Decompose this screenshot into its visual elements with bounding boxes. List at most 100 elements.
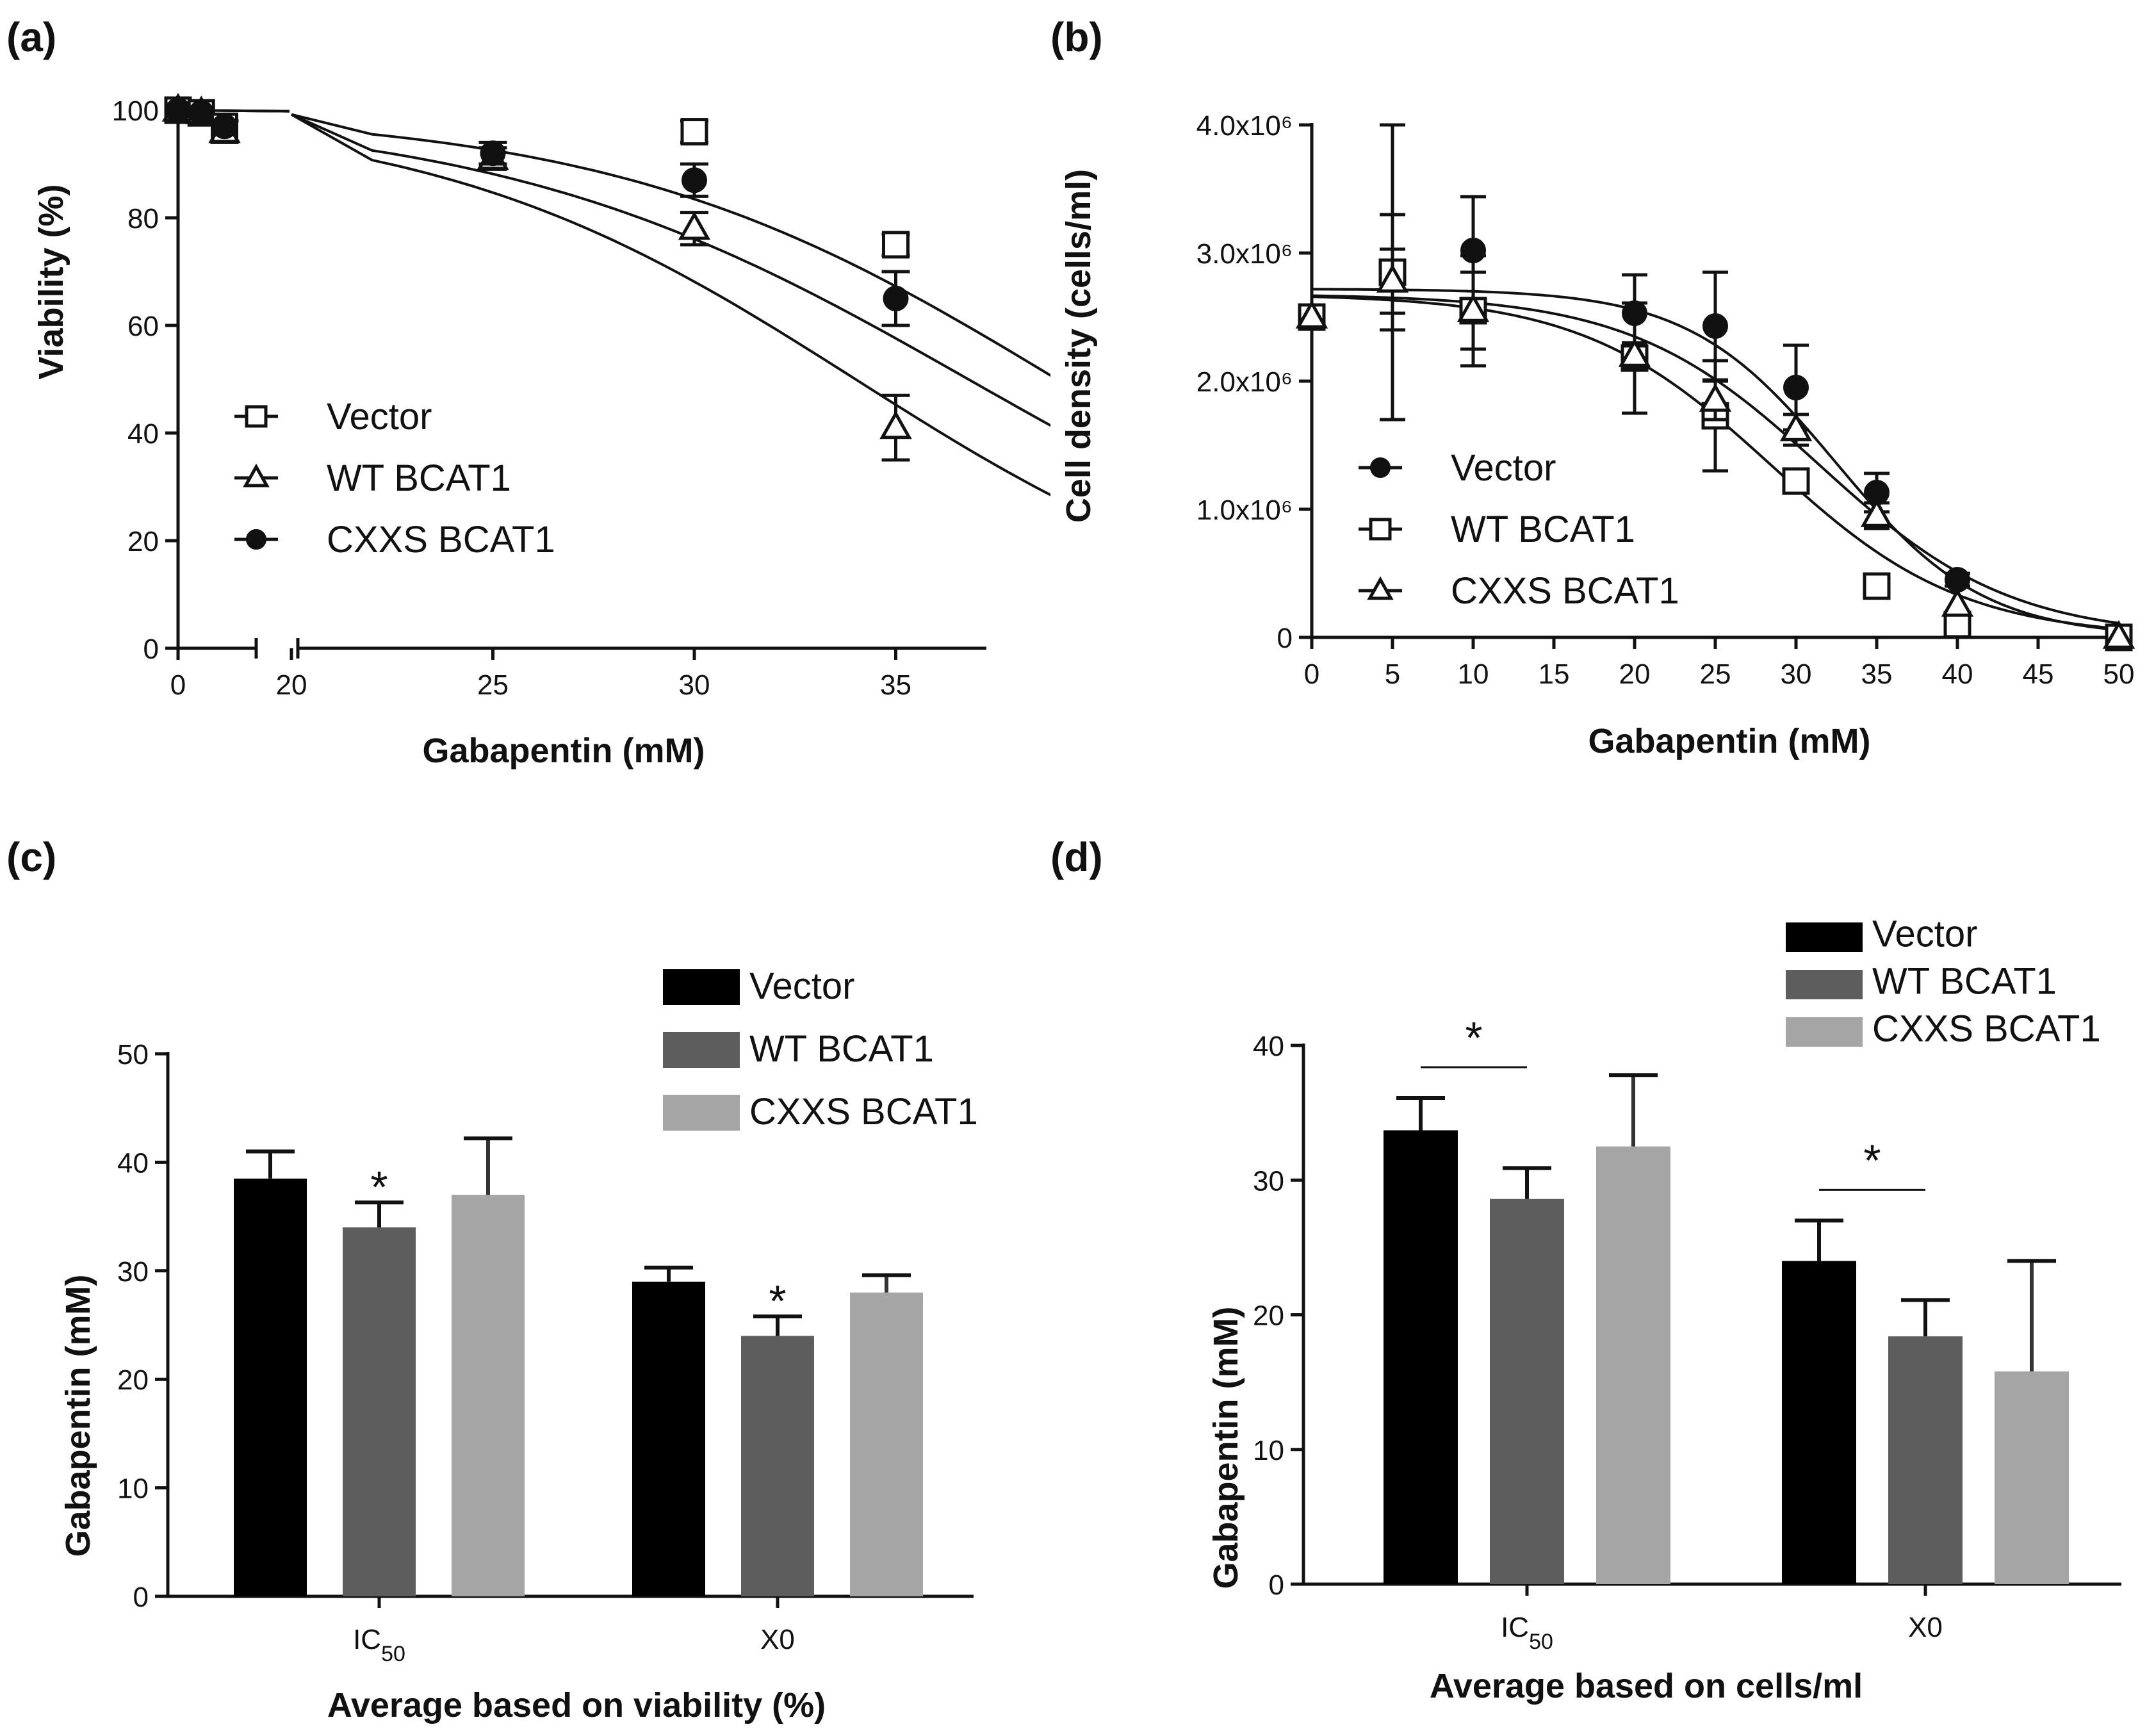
y-tick-label-a-60: 60: [127, 311, 159, 342]
legend-d-vector-swatch: [1786, 922, 1863, 952]
significance-star-c-1: *: [769, 1276, 786, 1326]
x-tick-label-a-35: 35: [880, 669, 911, 701]
y-tick-label-a-80: 80: [127, 203, 159, 234]
chart-c-svg: (c) Average based on viability (%) Gabap…: [6, 834, 978, 1724]
legend-b-wt-bcat1-label: WT BCAT1: [1451, 509, 1635, 550]
y-tick-label-d-0: 0: [1269, 1569, 1284, 1601]
data-point-b-wt-bcat1-6: [1863, 572, 1891, 600]
y-tick-label-c-30: 30: [117, 1256, 149, 1288]
y-tick-label-d-30: 30: [1253, 1165, 1284, 1197]
x-tick-label-b-40: 40: [1942, 659, 1973, 690]
x-tick-subscript-c-0: 50: [381, 1642, 405, 1666]
data-point-b-cxxs-bcat1-3: [1618, 338, 1651, 367]
legend-a-wt-bcat1-marker: [243, 463, 270, 487]
data-point-b-wt-bcat1-5: [1782, 467, 1810, 495]
panel-label-b: (b): [1050, 14, 1103, 60]
data-point-a-vector-3: [680, 118, 708, 146]
y-tick-label-c-40: 40: [117, 1147, 149, 1179]
fit-curve-a-wt-bcat1: [177, 109, 1050, 496]
y-tick-label-b-3: 3.0x10⁶: [1196, 238, 1293, 270]
x-tick-label-d-x0: X0: [1908, 1612, 1943, 1643]
x-tick-label-b-10: 10: [1458, 659, 1489, 690]
y-tick-label-b-2: 2.0x10⁶: [1196, 366, 1293, 398]
x-tick-label-b-5: 5: [1385, 659, 1400, 690]
data-point-a-cxxs-bcat1-3: [480, 140, 506, 167]
legend-a-vector-marker: [245, 405, 268, 428]
y-tick-label-a-100: 100: [112, 95, 159, 127]
bar-d-ic-wt-bcat1: [1490, 1199, 1564, 1584]
bar-d-ic-vector: [1384, 1130, 1458, 1584]
legend-a-vector-label: Vector: [327, 396, 432, 438]
bar-c-ic-wt-bcat1: [343, 1227, 416, 1596]
x-tick-label-c-ic: IC50: [353, 1624, 405, 1666]
y-tick-label-d-20: 20: [1253, 1300, 1284, 1332]
y-tick-label-a-20: 20: [127, 526, 159, 557]
x-tick-label-a-25: 25: [477, 669, 509, 701]
fit-curve-a-vector: [177, 109, 1050, 377]
legend-d-cxxs-bcat1-swatch: [1786, 1017, 1863, 1047]
x-axis-label-a: Gabapentin (mM): [423, 732, 705, 770]
data-point-a-cxxs-bcat1-2: [211, 113, 238, 140]
panel-label-c: (c): [6, 834, 56, 880]
x-tick-label-c-x0: X0: [760, 1624, 795, 1655]
legend-b-cxxs-bcat1-label: CXXS BCAT1: [1451, 570, 1679, 612]
panel-label-d: (d): [1050, 834, 1103, 880]
legend-a-cxxs-bcat1-label: CXXS BCAT1: [327, 519, 555, 561]
legend-c-cxxs-bcat1-swatch: [663, 1095, 740, 1131]
data-point-b-vector-4: [1702, 313, 1728, 339]
y-tick-label-c-50: 50: [117, 1039, 149, 1070]
panel-b-cell-density-curve: (b) Gabapentin (mM) Cell density (cells/…: [1050, 0, 2147, 807]
y-axis-label-d: Gabapentin (mM): [1207, 1307, 1245, 1589]
y-tick-label-d-10: 10: [1253, 1435, 1284, 1466]
bar-d-x0-vector: [1782, 1261, 1856, 1584]
chart-a-svg: (a) Gabapentin (mM) Viability (%) 0 20 40 6…: [6, 14, 1050, 770]
data-point-a-vector-4: [882, 231, 910, 259]
data-point-b-vector-5: [1783, 375, 1809, 400]
y-tick-label-a-0: 0: [143, 634, 159, 665]
y-axis-label-a: Viability (%): [32, 184, 70, 379]
y-tick-label-a-40: 40: [127, 418, 159, 450]
y-tick-label-c-20: 20: [117, 1364, 149, 1396]
data-point-b-cxxs-bcat1-1: [1376, 264, 1409, 293]
y-axis-label-b: Cell density (cells/ml): [1059, 169, 1098, 523]
legend-a-cxxs-bcat1-marker: [246, 529, 266, 550]
legend-a-wt-bcat1-label: WT BCAT1: [327, 457, 511, 499]
legend-d-vector-label: Vector: [1872, 913, 1977, 955]
bar-d-x0-wt-bcat1: [1888, 1336, 1963, 1584]
bar-c-x0-cxxs-bcat1: [850, 1292, 923, 1596]
x-tick-label-a-0: 0: [170, 669, 186, 701]
legend-c-wt-bcat1-label: WT BCAT1: [749, 1028, 934, 1070]
y-tick-label-b-4: 4.0x10⁶: [1196, 110, 1293, 142]
bar-c-ic-vector: [234, 1178, 307, 1596]
x-axis-label-d: Average based on cells/ml: [1430, 1667, 1863, 1705]
y-tick-label-d-40: 40: [1253, 1031, 1284, 1062]
data-point-a-wt-bcat1-4: [678, 211, 711, 240]
bar-c-ic-cxxs-bcat1: [452, 1195, 525, 1596]
x-tick-label-b-30: 30: [1781, 659, 1812, 690]
x-tick-label-b-25: 25: [1700, 659, 1731, 690]
bar-c-x0-wt-bcat1: [741, 1336, 814, 1596]
data-point-a-cxxs-bcat1-5: [883, 286, 909, 311]
x-tick-label-a-30: 30: [679, 669, 710, 701]
data-point-a-cxxs-bcat1-0: [165, 97, 191, 123]
y-axis-label-c: Gabapentin (mM): [59, 1275, 97, 1557]
panel-label-a: (a): [6, 14, 56, 60]
x-tick-label-b-15: 15: [1539, 659, 1570, 690]
legend-c-vector-swatch: [663, 969, 740, 1005]
legend-b-vector-marker: [1370, 457, 1391, 478]
x-tick-label-b-45: 45: [2023, 659, 2054, 690]
chart-d-svg: (d) Average based on cells/ml Gabapentin…: [1050, 834, 2121, 1705]
x-axis-label-c: Average based on viability (%): [327, 1686, 826, 1724]
data-point-a-wt-bcat1-5: [879, 410, 912, 439]
x-tick-label-b-0: 0: [1304, 659, 1319, 690]
x-axis-label-b: Gabapentin (mM): [1588, 722, 1871, 760]
data-point-b-cxxs-bcat1-8: [2102, 620, 2135, 649]
chart-b-svg: (b) Gabapentin (mM) Cell density (cells/…: [1050, 14, 2135, 760]
data-point-b-cxxs-bcat1-2: [1457, 293, 1490, 322]
y-tick-label-b-0: 0: [1277, 623, 1293, 654]
data-point-b-cxxs-bcat1-5: [1779, 413, 1813, 441]
x-tick-label-d-ic: IC50: [1501, 1612, 1553, 1654]
significance-star-d-1: *: [1863, 1135, 1881, 1185]
legend-d-cxxs-bcat1-label: CXXS BCAT1: [1872, 1008, 2101, 1050]
y-tick-label-c-0: 0: [133, 1582, 149, 1613]
